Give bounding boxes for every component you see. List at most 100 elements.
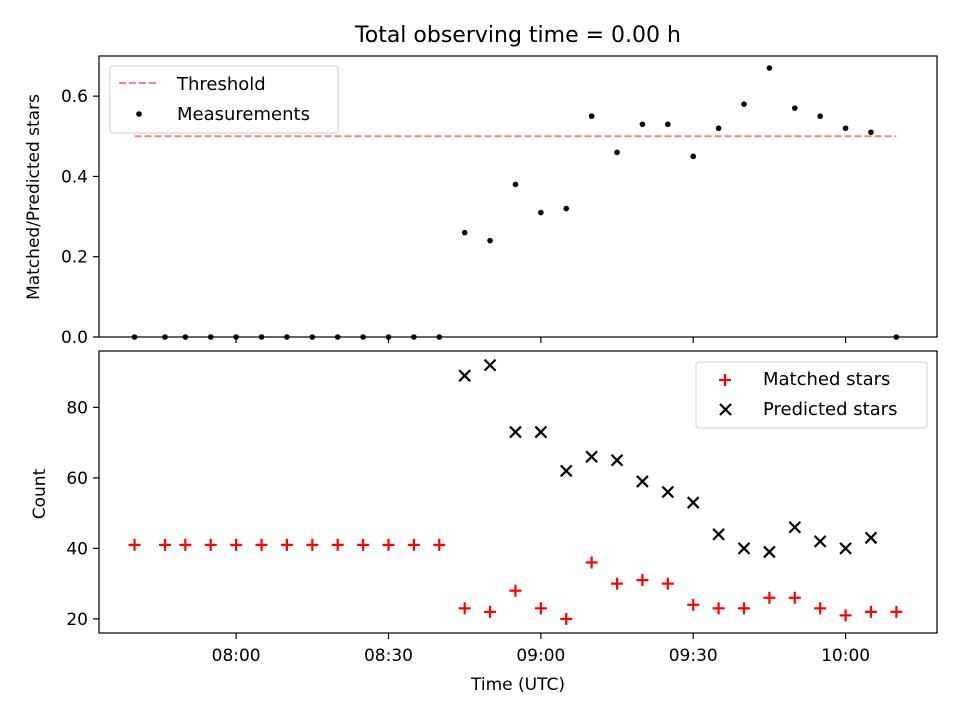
top-panel: Total observing time = 0.00 h Matched/Pr… bbox=[24, 23, 938, 348]
matched-star-point bbox=[687, 598, 700, 611]
bottom-x-tick-label: 08:00 bbox=[212, 646, 261, 666]
predicted-star-point bbox=[763, 545, 776, 559]
top-y-tick-label: 0.2 bbox=[61, 248, 88, 268]
top-legend: Threshold Measurements bbox=[109, 65, 339, 134]
matched-star-point bbox=[255, 538, 268, 551]
predicted-star-point bbox=[610, 453, 624, 467]
matched-star-point bbox=[280, 538, 293, 551]
measurement-point bbox=[715, 125, 722, 132]
matched-star-point bbox=[611, 577, 624, 590]
predicted-star-point bbox=[483, 358, 497, 372]
bottom-x-tick-label: 08:30 bbox=[364, 646, 413, 666]
matched-star-point bbox=[382, 538, 395, 551]
matched-star-point bbox=[484, 605, 497, 618]
bottom-y-tick-label: 20 bbox=[66, 610, 88, 630]
matched-star-point bbox=[738, 602, 751, 615]
measurement-point bbox=[741, 101, 747, 107]
predicted-star-point bbox=[712, 528, 725, 541]
matched-star-point bbox=[458, 602, 471, 615]
predicted-star-point bbox=[813, 535, 827, 548]
top-x-ticks bbox=[235, 337, 847, 343]
bottom-panel: Count Time (UTC) 20 40 60 80 08:00 08:30 09:0… bbox=[30, 350, 938, 695]
matched-star-point bbox=[814, 602, 827, 615]
matched-star-point bbox=[230, 538, 243, 551]
bottom-x-tick-label: 10:00 bbox=[821, 646, 870, 666]
matched-star-point bbox=[357, 538, 370, 551]
measurement-point bbox=[563, 205, 570, 212]
matched-star-point bbox=[890, 605, 903, 618]
matched-star-point bbox=[306, 538, 319, 551]
matched-star-point bbox=[636, 574, 649, 587]
bottom-y-ticks: 20 40 60 80 bbox=[66, 398, 99, 630]
matched-star-point bbox=[534, 602, 547, 615]
top-legend-box bbox=[109, 65, 339, 134]
legend-matched-label: Matched stars bbox=[763, 369, 890, 390]
predicted-star-point bbox=[788, 520, 802, 534]
bottom-y-tick-label: 60 bbox=[66, 469, 88, 489]
measurement-point bbox=[791, 105, 798, 111]
measurement-point bbox=[614, 149, 620, 156]
predicted-star-point bbox=[839, 542, 852, 555]
measurement-point bbox=[639, 121, 646, 128]
bottom-y-axis-label: Count bbox=[30, 468, 50, 519]
matched-star-point bbox=[179, 538, 192, 551]
bottom-x-tick-label: 09:30 bbox=[669, 646, 718, 666]
bottom-x-axis-label: Time (UTC) bbox=[470, 675, 565, 695]
measurement-point bbox=[538, 209, 544, 216]
bottom-x-ticks: 08:00 08:30 09:00 09:30 10:00 bbox=[212, 633, 870, 666]
matched-star-point bbox=[509, 584, 522, 597]
matched-star-point bbox=[661, 577, 674, 590]
matched-star-point bbox=[585, 556, 598, 569]
predicted-star-point bbox=[737, 542, 751, 555]
legend-matched-swatch bbox=[719, 374, 731, 386]
matched-star-point bbox=[407, 538, 420, 551]
chart-title: Total observing time = 0.00 h bbox=[354, 23, 681, 48]
predicted-star-point bbox=[458, 369, 471, 382]
predicted-star-point bbox=[585, 450, 598, 464]
top-y-tick-label: 0.4 bbox=[61, 167, 88, 187]
measurement-point bbox=[868, 129, 874, 136]
matched-star-point bbox=[204, 538, 217, 551]
matched-star-point bbox=[712, 602, 725, 615]
matched-star-point bbox=[433, 538, 446, 551]
top-plot-frame bbox=[98, 55, 938, 338]
bottom-x-tick-label: 09:00 bbox=[516, 646, 565, 666]
measurement-point bbox=[766, 65, 773, 71]
top-y-ticks: 0.0 0.2 0.4 0.6 bbox=[61, 87, 99, 348]
measurement-point bbox=[817, 113, 823, 120]
matched-star-point bbox=[560, 612, 573, 625]
bottom-legend-box bbox=[695, 361, 928, 429]
predicted-star-point bbox=[864, 531, 878, 545]
measurement-point bbox=[588, 113, 595, 120]
predicted-star-point bbox=[559, 464, 573, 478]
top-y-tick-label: 0.6 bbox=[61, 87, 88, 107]
matched-star-point bbox=[128, 538, 141, 551]
measurement-point bbox=[487, 237, 493, 244]
legend-measurements-swatch bbox=[136, 111, 142, 117]
bottom-plot-frame bbox=[98, 350, 938, 634]
predicted-star-point bbox=[686, 496, 700, 509]
measurement-point bbox=[665, 121, 671, 128]
legend-threshold-label: Threshold bbox=[176, 74, 266, 95]
legend-predicted-swatch bbox=[719, 403, 732, 416]
bottom-y-tick-label: 80 bbox=[66, 398, 88, 418]
matched-star-point bbox=[763, 591, 776, 604]
predicted-star-point bbox=[661, 485, 675, 499]
matched-star-point bbox=[331, 538, 344, 551]
legend-measurements-label: Measurements bbox=[177, 104, 310, 125]
bottom-y-tick-label: 40 bbox=[66, 539, 88, 559]
bottom-series bbox=[128, 358, 903, 625]
measurement-point bbox=[461, 229, 468, 236]
predicted-star-point bbox=[636, 475, 649, 488]
matched-star-point bbox=[839, 609, 852, 622]
measurement-point bbox=[690, 153, 697, 160]
measurement-point bbox=[842, 125, 849, 132]
top-y-tick-label: 0.0 bbox=[61, 328, 88, 348]
predicted-star-point bbox=[509, 425, 522, 439]
matched-star-point bbox=[159, 538, 172, 551]
measurement-point bbox=[512, 181, 519, 188]
matched-star-point bbox=[864, 605, 877, 618]
legend-predicted-label: Predicted stars bbox=[763, 399, 897, 420]
top-y-axis-label: Matched/Predicted stars bbox=[24, 94, 44, 300]
